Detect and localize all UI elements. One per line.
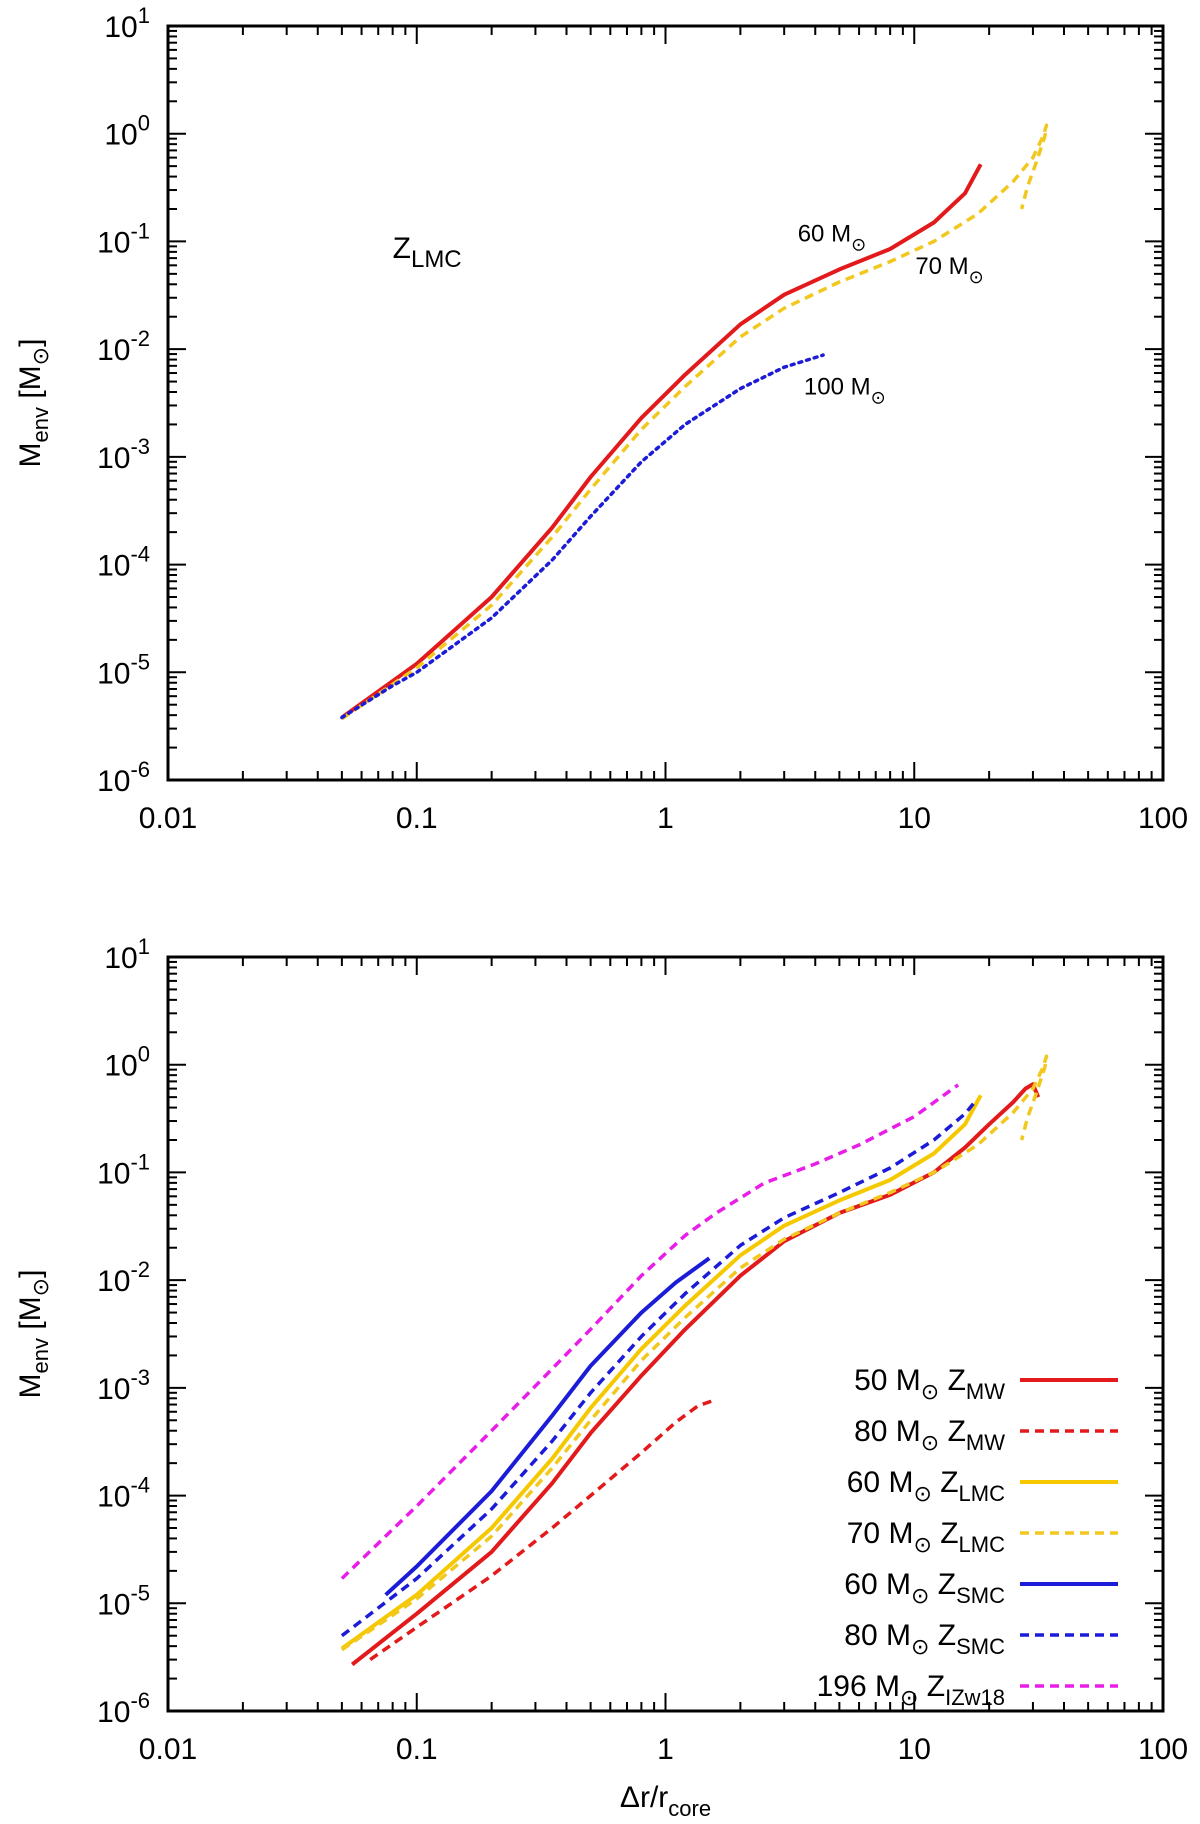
legend-label: 196 M⊙ ZIZw18 xyxy=(817,1670,1005,1710)
x-tick-label: 0.1 xyxy=(396,802,438,835)
series-line xyxy=(340,353,825,720)
x-tick-label: 10 xyxy=(898,802,931,835)
y-tick-label: 10-6 xyxy=(97,1688,150,1729)
legend-label: 50 M⊙ ZMW xyxy=(854,1364,1005,1404)
series-annotation: 100 M⊙ xyxy=(804,373,886,407)
x-tick-label: 100 xyxy=(1138,802,1188,835)
plot-frame xyxy=(166,24,1165,782)
y-tick-label: 100 xyxy=(104,111,150,152)
chart-panel-bottom: 0.01 0.1 1 10 100 10-6 10-5 10-4 10-3 10-2 10-1 100… xyxy=(14,934,1188,1821)
x-tick-label: 0.01 xyxy=(139,1733,197,1766)
y-tick-label: 10-2 xyxy=(97,326,150,367)
y-tick-label: 10-4 xyxy=(97,542,150,583)
x-tick-label: 1 xyxy=(657,802,674,835)
x-tick-label: 10 xyxy=(898,1733,931,1766)
series-line xyxy=(340,1100,977,1638)
series-line xyxy=(340,123,1049,721)
y-tick-label: 100 xyxy=(104,1042,150,1083)
series-line xyxy=(340,1054,1049,1652)
series-line xyxy=(384,1256,711,1597)
y-tick-label: 10-3 xyxy=(97,434,150,475)
series-line xyxy=(340,1094,983,1651)
y-tick-label: 10-1 xyxy=(97,218,150,259)
legend-label: 60 M⊙ ZLMC xyxy=(847,1466,1005,1506)
series-annotation: 70 M⊙ xyxy=(915,253,983,287)
series-line xyxy=(340,1083,960,1580)
legend-label: 80 M⊙ ZMW xyxy=(854,1415,1005,1455)
legend-label: 60 M⊙ ZSMC xyxy=(844,1568,1005,1608)
y-axis-label: Menv [M⊙] xyxy=(14,339,53,468)
y-tick-label: 10-1 xyxy=(97,1149,150,1190)
y-tick-label: 101 xyxy=(104,3,150,44)
x-tick-label: 100 xyxy=(1138,1733,1188,1766)
y-tick-label: 10-5 xyxy=(97,1580,150,1621)
x-tick-label: 1 xyxy=(657,1733,674,1766)
y-tick-label: 10-5 xyxy=(97,649,150,690)
series-line xyxy=(340,163,983,720)
y-tick-label: 101 xyxy=(104,934,150,975)
legend-label: 80 M⊙ ZSMC xyxy=(844,1619,1005,1659)
legend-label: 70 M⊙ ZLMC xyxy=(847,1517,1005,1557)
y-tick-label: 10-4 xyxy=(97,1473,150,1514)
x-tick-label: 0.1 xyxy=(396,1733,438,1766)
x-tick-label: 0.01 xyxy=(139,802,197,835)
series-annotation: 60 M⊙ xyxy=(798,220,866,254)
plot-frame xyxy=(166,955,1165,1713)
panel-label: ZLMC xyxy=(393,232,462,273)
x-axis-label: Δr/rcore xyxy=(620,1781,711,1821)
y-axis-label: Menv [M⊙] xyxy=(14,1270,53,1399)
y-tick-label: 10-6 xyxy=(97,757,150,798)
chart-panel-top: 0.01 0.1 1 10 100 10-6 10-5 10-4 10-3 10-2 10-1 100… xyxy=(14,3,1188,835)
series-line xyxy=(369,1399,714,1662)
y-tick-label: 10-2 xyxy=(97,1257,150,1298)
y-tick-label: 10-3 xyxy=(97,1365,150,1406)
legend: 50 M⊙ ZMW 80 M⊙ ZMW 60 M⊙ ZLMC 70 M⊙ ZLMC 60… xyxy=(817,1364,1118,1710)
